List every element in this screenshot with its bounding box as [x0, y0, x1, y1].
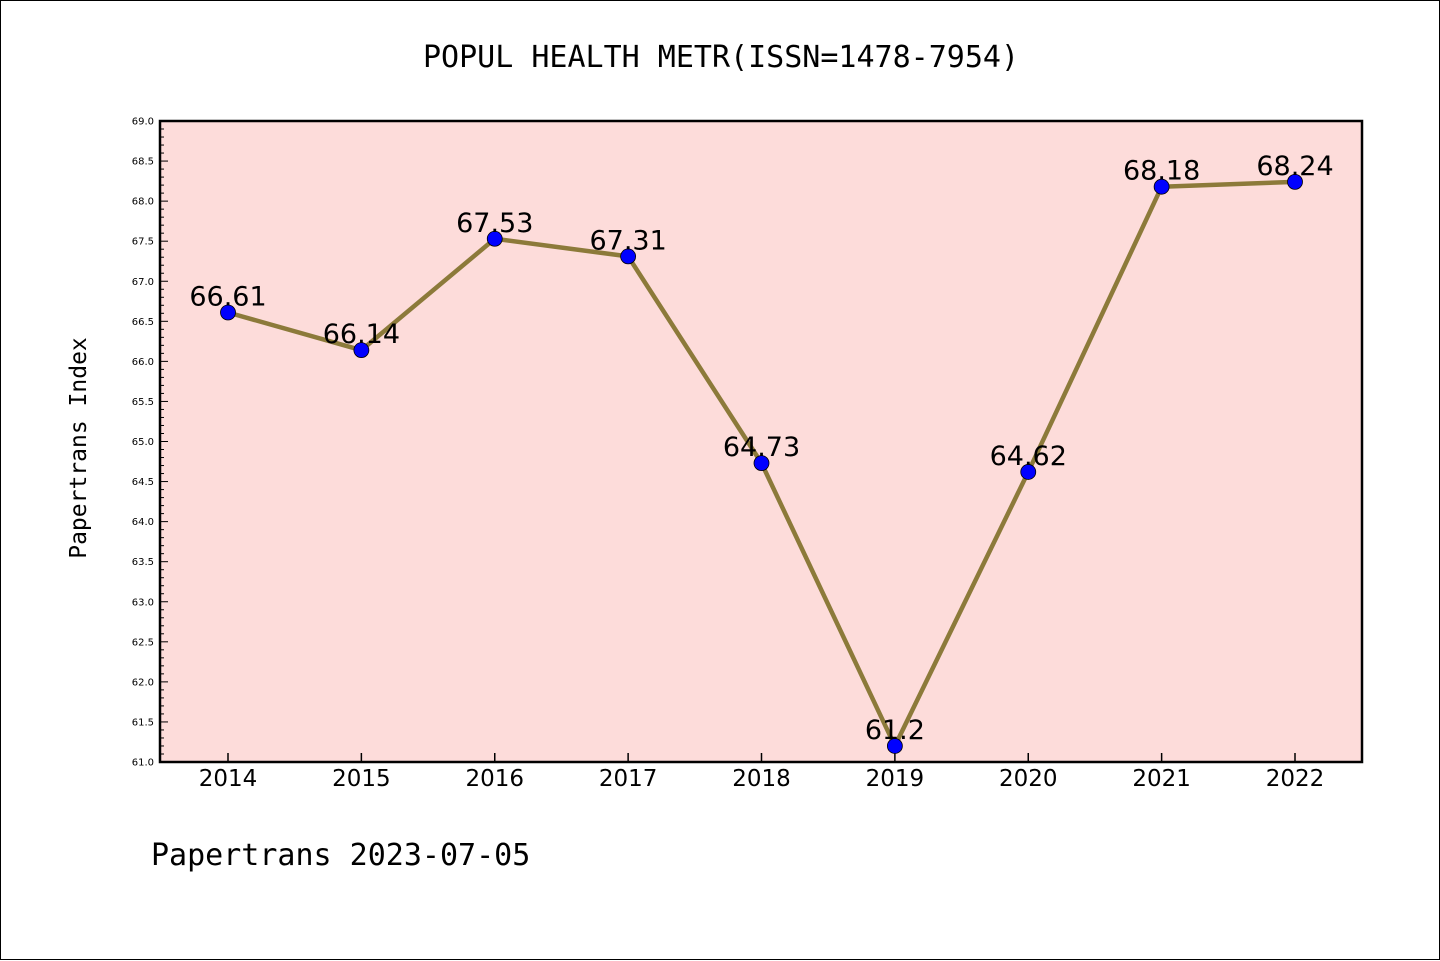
data-point: [353, 342, 370, 359]
series-markers: [220, 173, 1303, 754]
y-tick-label: 66.0: [132, 357, 154, 368]
data-label: 68.24: [1256, 151, 1333, 182]
y-tick-label: 65.0: [132, 437, 154, 448]
y-tick-label: 69.0: [132, 117, 154, 128]
data-label: 64.62: [990, 441, 1067, 472]
y-axis-ticks: 61.0 61.5 62.0 62.5 63.0 63.5 64.0 64.5 65.0 65.5…: [132, 117, 168, 769]
y-tick-label: 63.0: [132, 597, 154, 608]
x-axis-ticks: 2014 2015 2016 2017 2018 2019 2020 2021 2022: [199, 753, 1325, 792]
data-label: 67.31: [589, 225, 666, 256]
data-labels: 66.61 66.14 67.53 67.31 64.73 61.2 64.62 68.18 6…: [189, 151, 1333, 746]
y-tick-label: 65.5: [132, 397, 154, 408]
data-point: [1153, 178, 1170, 195]
x-tick-label: 2022: [1266, 766, 1325, 792]
y-tick-label: 61.5: [132, 717, 154, 728]
data-label: 61.2: [865, 715, 925, 746]
data-point: [486, 230, 503, 247]
plot-frame: [158, 119, 1364, 764]
chart-title: POPUL HEALTH METR(ISSN=1478-7954): [423, 40, 1019, 75]
data-point: [620, 248, 637, 265]
y-tick-label: 62.0: [132, 677, 154, 688]
data-label: 67.53: [456, 208, 533, 239]
x-tick-label: 2020: [999, 766, 1058, 792]
footer-text: Papertrans 2023-07-05: [151, 838, 530, 873]
x-tick-label: 2018: [732, 766, 791, 792]
data-point: [1020, 464, 1037, 480]
x-tick-label: 2017: [599, 766, 658, 792]
y-tick-label: 66.5: [132, 317, 154, 328]
y-tick-label: 67.5: [132, 237, 154, 248]
data-label: 64.73: [723, 432, 800, 463]
data-point: [1287, 173, 1303, 190]
y-tick-label: 67.0: [132, 277, 154, 288]
x-tick-label: 2019: [866, 766, 925, 792]
data-point: [886, 738, 903, 754]
y-tick-label: 68.5: [132, 157, 154, 168]
plot-area: [160, 121, 1362, 762]
data-label: 66.61: [189, 281, 266, 312]
data-point: [753, 455, 770, 472]
y-tick-label: 64.5: [132, 477, 154, 488]
data-label: 68.18: [1123, 156, 1200, 187]
data-point: [220, 304, 236, 321]
x-tick-label: 2021: [1132, 766, 1191, 792]
x-tick-label: 2015: [332, 766, 391, 792]
y-tick-label: 61.0: [132, 758, 154, 769]
x-tick-label: 2014: [199, 766, 258, 792]
y-axis-label: Papertrans Index: [66, 337, 92, 559]
data-label: 66.14: [323, 319, 400, 350]
y-tick-label: 68.0: [132, 197, 154, 208]
x-tick-label: 2016: [465, 766, 524, 792]
y-tick-label: 62.5: [132, 637, 154, 648]
y-tick-label: 64.0: [132, 517, 154, 528]
y-tick-label: 63.5: [132, 557, 154, 568]
